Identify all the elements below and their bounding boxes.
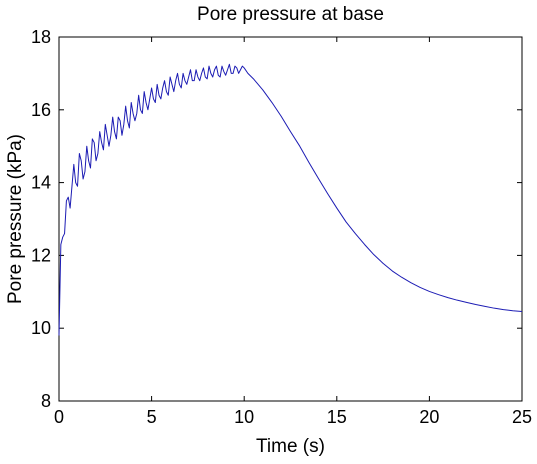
- series-layer: [58, 63, 523, 336]
- plot-area: [58, 36, 523, 402]
- x-tick-label: 20: [419, 407, 439, 427]
- x-tick-label: 15: [327, 407, 347, 427]
- y-tick-label: 8: [41, 391, 51, 411]
- x-tick-label: 5: [147, 407, 157, 427]
- x-axis-label: Time (s): [256, 436, 325, 457]
- y-tick-label: 10: [31, 318, 51, 338]
- y-axis-ticks: [59, 36, 522, 402]
- y-tick-label: 18: [31, 27, 51, 47]
- chart-title: Pore pressure at base: [197, 4, 384, 25]
- x-tick-label: 25: [512, 407, 532, 427]
- y-tick-label: 12: [31, 245, 51, 265]
- x-axis-ticks: [58, 37, 523, 401]
- y-axis-label: Pore pressure (kPa): [5, 134, 26, 304]
- series-line: [58, 63, 523, 336]
- x-tick-label: 10: [234, 407, 254, 427]
- y-tick-label: 16: [31, 100, 51, 120]
- y-axis-tick-labels: 8 10 12 14 16 18: [31, 27, 51, 411]
- x-axis-tick-labels: 0 5 10 15 20 25: [54, 407, 532, 427]
- x-tick-label: 0: [54, 407, 64, 427]
- y-tick-label: 14: [31, 173, 51, 193]
